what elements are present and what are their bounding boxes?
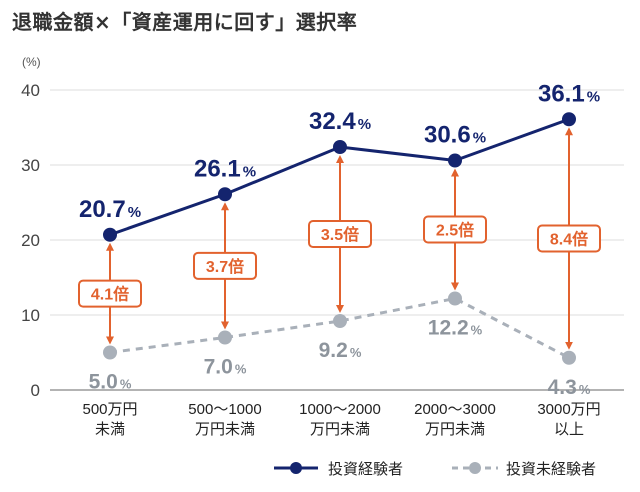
y-tick-label: 10 bbox=[21, 306, 40, 325]
ratio-label: 4.1倍 bbox=[91, 285, 129, 304]
legend-marker-experienced bbox=[290, 462, 302, 474]
ratio-label: 3.5倍 bbox=[321, 225, 359, 244]
data-point-inexperienced bbox=[562, 350, 576, 365]
data-label-inexperienced: 9.2% bbox=[319, 339, 362, 362]
y-tick-label: 20 bbox=[21, 231, 40, 250]
data-point-inexperienced bbox=[218, 330, 232, 345]
data-label-experienced: 32.4% bbox=[309, 108, 371, 135]
data-label-inexperienced: 7.0% bbox=[204, 356, 247, 379]
data-label-experienced: 30.6% bbox=[424, 122, 486, 149]
ratio-box bbox=[423, 215, 487, 244]
x-tick-label: 未満 bbox=[95, 421, 125, 438]
ratio-box bbox=[537, 224, 601, 253]
data-label-experienced: 26.1% bbox=[194, 155, 256, 182]
data-point-experienced bbox=[333, 140, 347, 154]
data-point-experienced bbox=[103, 227, 117, 242]
legend-label-inexperienced: 投資未経験者 bbox=[506, 461, 596, 478]
data-point-inexperienced bbox=[448, 291, 462, 306]
chart-title: 退職金額×「資産運用に回す」選択率 bbox=[12, 10, 358, 34]
y-tick-label: 0 bbox=[31, 381, 40, 400]
y-tick-label: 30 bbox=[21, 156, 40, 175]
x-tick-label: 1000～2000 bbox=[299, 401, 381, 418]
data-point-inexperienced bbox=[103, 345, 117, 360]
ratio-box bbox=[308, 220, 372, 248]
data-point-inexperienced bbox=[333, 314, 347, 328]
data-label-experienced: 36.1% bbox=[538, 80, 600, 107]
x-tick-label: 3000万円 bbox=[537, 401, 600, 418]
data-label-inexperienced: 12.2% bbox=[428, 317, 483, 340]
series-line-inexperienced bbox=[109, 296, 570, 360]
legend-marker-inexperienced bbox=[469, 462, 481, 474]
x-tick-label: 以上 bbox=[554, 421, 584, 438]
data-point-experienced bbox=[562, 112, 576, 127]
x-tick-label: 万円未満 bbox=[310, 421, 370, 438]
ratio-label: 8.4倍 bbox=[550, 230, 588, 249]
data-point-experienced bbox=[218, 187, 232, 202]
ratio-label: 3.7倍 bbox=[206, 257, 244, 276]
x-tick-label: 2000～3000 bbox=[414, 401, 496, 418]
x-tick-label: 500～1000 bbox=[188, 401, 261, 418]
x-tick-label: 万円未満 bbox=[425, 421, 485, 438]
data-point-experienced bbox=[448, 153, 462, 168]
legend-label-experienced: 投資経験者 bbox=[328, 461, 403, 478]
ratio-box bbox=[193, 251, 257, 280]
x-tick-label: 万円未満 bbox=[195, 421, 255, 438]
y-axis-unit-label: (%) bbox=[22, 55, 41, 69]
x-tick-label: 500万円 bbox=[82, 401, 137, 418]
data-label-inexperienced: 4.3% bbox=[548, 376, 591, 399]
ratio-box bbox=[78, 279, 142, 308]
data-label-experienced: 20.7% bbox=[79, 196, 141, 223]
ratio-label: 2.5倍 bbox=[436, 221, 474, 240]
y-tick-label: 40 bbox=[21, 81, 40, 100]
data-label-inexperienced: 5.0% bbox=[89, 371, 132, 394]
